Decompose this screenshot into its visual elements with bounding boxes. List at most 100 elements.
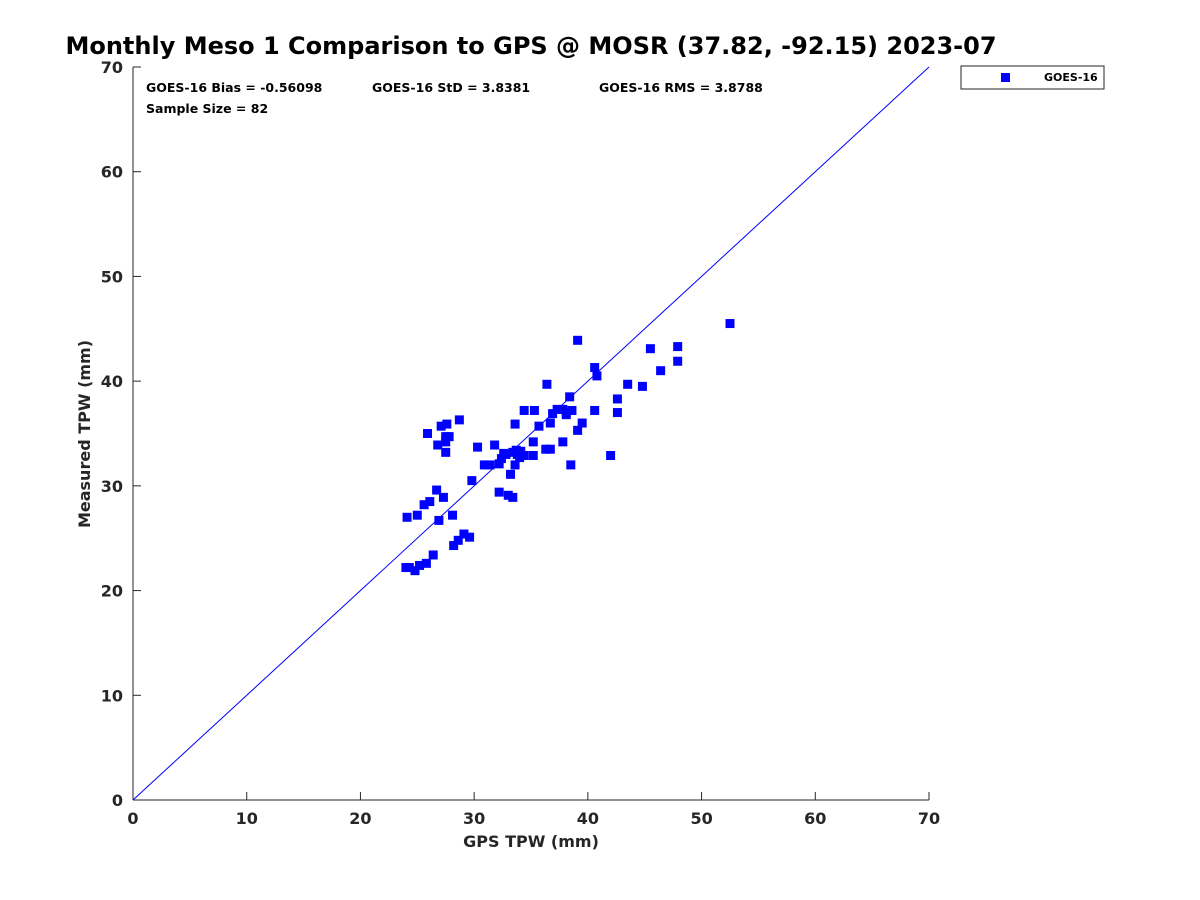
data-point [423,429,433,438]
data-point [612,408,622,418]
data-point [441,447,451,457]
data-point [465,532,475,542]
data-point [428,550,438,560]
data-point [510,460,520,470]
data-point [577,418,587,428]
data-point [542,379,552,389]
data-points [401,319,735,576]
data-point [410,566,420,576]
data-point [528,450,538,460]
data-point [433,440,443,450]
data-point [510,419,520,429]
data-point [623,379,633,389]
data-point [637,381,647,391]
data-point [449,541,459,551]
data-point [573,335,583,345]
data-point [592,371,602,381]
data-point [438,492,448,502]
data-point [494,459,504,469]
data-point [645,344,655,354]
y-tick-label: 30 [101,477,123,496]
stat-std: GOES-16 StD = 3.8381 [372,80,530,95]
data-point [415,560,425,570]
x-tick-label: 60 [804,809,826,828]
data-point [673,342,683,352]
data-point [494,487,504,497]
data-point [442,419,452,429]
data-point [453,535,463,545]
data-point [519,450,529,460]
data-point [404,563,414,573]
data-point [485,460,495,470]
y-tick-label: 40 [101,372,123,391]
data-point [402,512,412,522]
data-point [612,394,622,404]
data-point [567,405,577,415]
data-point [467,476,477,486]
chart-title: Monthly Meso 1 Comparison to GPS @ MOSR … [65,32,996,60]
data-point [534,421,544,431]
legend: GOES-16 [960,65,1105,90]
data-point [503,490,513,500]
data-point [511,445,521,455]
data-point [419,500,429,510]
data-point [506,469,516,479]
data-point [519,405,529,415]
legend-box [960,65,1105,90]
data-point [558,437,568,447]
data-point [573,425,583,435]
data-point [432,485,442,495]
data-point [508,492,518,502]
y-tick-label: 70 [101,58,123,77]
data-point [541,444,551,454]
stat-sample-size: Sample Size = 82 [146,101,268,116]
y-axis-ticks: 0 10 20 30 40 50 60 70 [101,58,141,810]
data-point [529,405,539,415]
y-axis-label: Measured TPW (mm) [75,340,94,528]
x-tick-label: 40 [577,809,599,828]
y-tick-label: 0 [112,791,123,810]
one-to-one-line [132,66,930,801]
data-point [725,319,735,329]
x-tick-label: 0 [127,809,138,828]
data-point [499,448,509,458]
data-point [561,410,571,420]
data-point [436,421,446,431]
data-point [454,415,464,425]
legend-label: GOES-16 [1044,71,1098,84]
stat-rms: GOES-16 RMS = 3.8788 [599,80,763,95]
x-tick-label: 10 [236,809,258,828]
data-point [496,454,506,464]
data-point [548,409,558,419]
y-tick-label: 60 [101,163,123,182]
x-axis-label: GPS TPW (mm) [463,832,599,851]
data-point [545,444,555,454]
data-point [673,356,683,366]
y-tick-label: 20 [101,582,123,601]
data-point [515,453,525,463]
stat-bias: GOES-16 Bias = -0.56098 [146,80,322,95]
x-axis-ticks: 0 10 20 30 40 50 60 70 [127,792,940,828]
data-point [545,418,555,428]
x-tick-label: 50 [690,809,712,828]
x-tick-label: 30 [463,809,485,828]
x-tick-label: 70 [918,809,940,828]
data-point [479,460,489,470]
legend-marker-icon [1001,73,1010,82]
data-point [565,392,575,402]
x-tick-label: 20 [349,809,371,828]
data-point [552,404,562,414]
data-point [656,366,666,376]
data-point [528,437,538,447]
data-point [441,437,451,447]
data-point [421,558,431,568]
data-point [459,529,469,539]
data-point [590,405,600,415]
data-point [473,442,483,452]
data-point [425,497,435,507]
data-point [412,510,422,520]
data-point [566,460,576,470]
y-tick-label: 10 [101,686,123,705]
data-point [590,363,600,373]
